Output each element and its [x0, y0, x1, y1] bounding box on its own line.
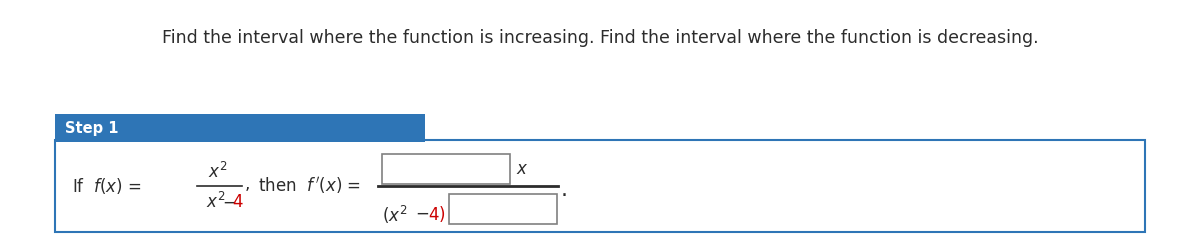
- Text: If  $f(x)$ =: If $f(x)$ =: [72, 176, 142, 196]
- Text: $-$: $-$: [222, 193, 236, 211]
- Text: then  $f\,'(x)$ =: then $f\,'(x)$ =: [258, 175, 361, 197]
- Text: $x$: $x$: [516, 160, 528, 178]
- Text: $-$: $-$: [415, 204, 430, 222]
- FancyBboxPatch shape: [449, 194, 557, 224]
- Text: Find the interval where the function is increasing. Find the interval where the : Find the interval where the function is …: [162, 29, 1038, 47]
- Text: Step 1: Step 1: [65, 121, 119, 136]
- Text: $4)$: $4)$: [428, 204, 445, 224]
- FancyBboxPatch shape: [55, 140, 1145, 232]
- Text: ,: ,: [245, 175, 251, 193]
- Text: $x^2$: $x^2$: [206, 192, 226, 212]
- Text: $(x^2$: $(x^2$: [382, 204, 407, 226]
- Text: .: .: [562, 180, 568, 200]
- Text: $x^2$: $x^2$: [209, 162, 228, 182]
- FancyBboxPatch shape: [55, 114, 425, 142]
- FancyBboxPatch shape: [382, 154, 510, 184]
- Text: $4$: $4$: [232, 193, 244, 211]
